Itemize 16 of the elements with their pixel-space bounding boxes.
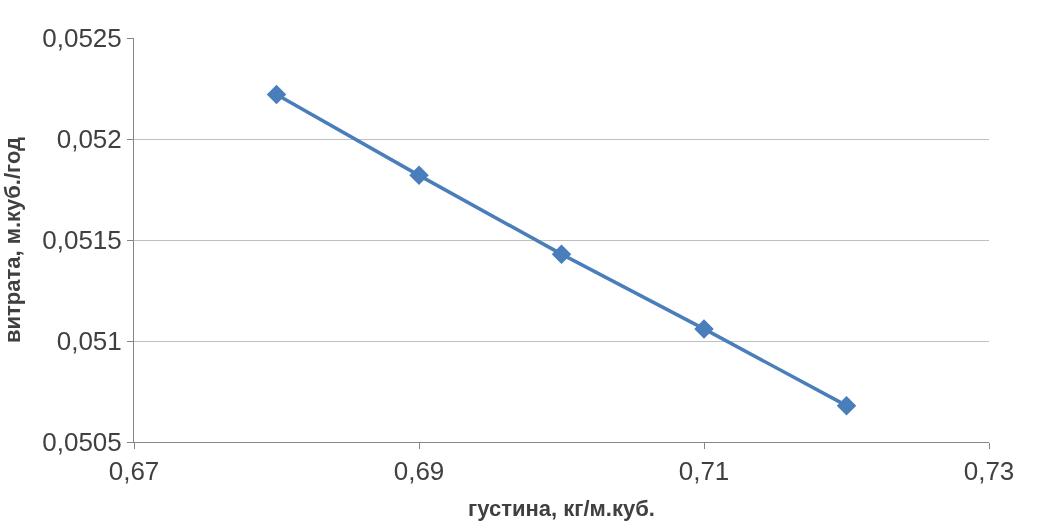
y-axis-title: витрата, м.куб./год <box>0 136 26 344</box>
point <box>836 395 857 416</box>
x-tick-label: 0,71 <box>678 456 730 487</box>
x-axis-title: густина, кг/м.куб. <box>468 496 655 522</box>
y-tick-label: 0,052 <box>56 124 122 155</box>
y-tick-label: 0,0525 <box>42 23 122 54</box>
y-tick-label: 0,0505 <box>42 427 122 458</box>
x-tick-label: 0,67 <box>108 456 160 487</box>
y-tick-label: 0,0515 <box>42 225 122 256</box>
x-tick-label: 0,69 <box>393 456 445 487</box>
point <box>694 319 714 339</box>
point <box>409 165 429 186</box>
y-tick-label: 0,051 <box>56 326 122 357</box>
x-tick-label: 0,73 <box>963 456 1015 487</box>
point <box>551 244 572 264</box>
point <box>266 84 287 105</box>
